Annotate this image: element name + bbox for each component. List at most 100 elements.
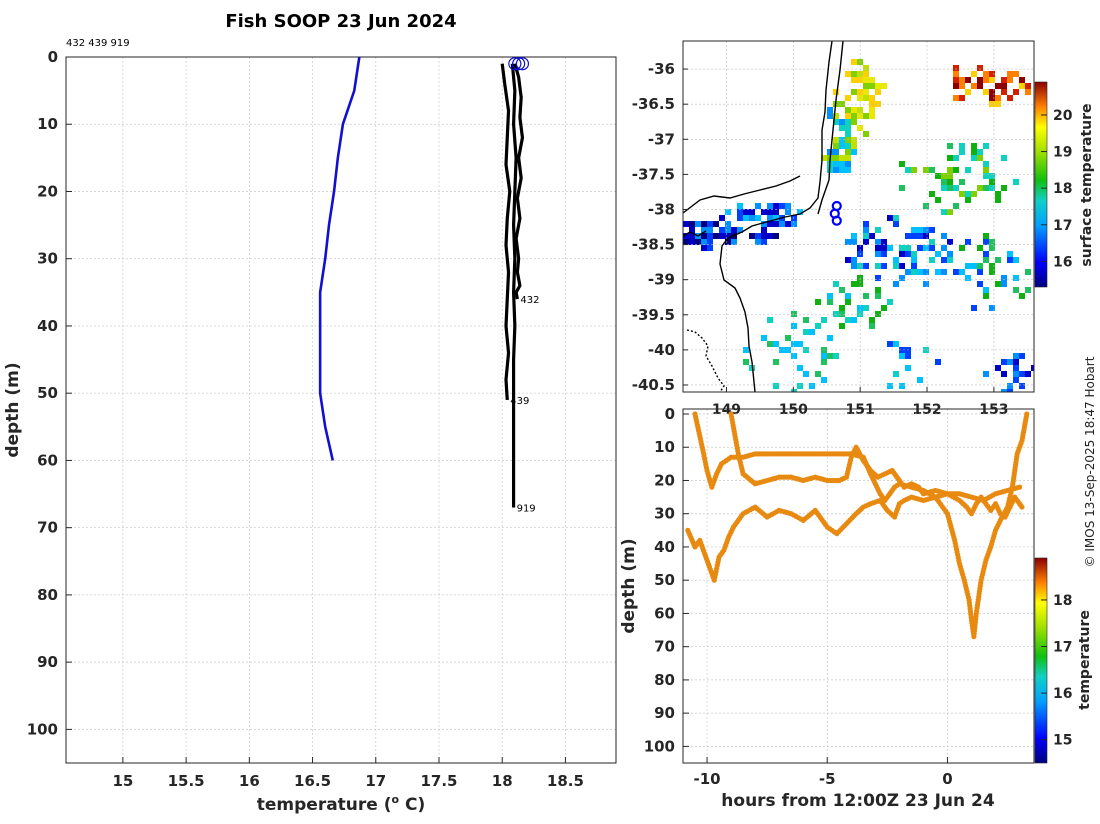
profile-label-439: 439: [510, 396, 529, 407]
sst-pixel: [821, 359, 827, 365]
sst-pixel: [1007, 383, 1013, 389]
sst-pixel: [953, 167, 959, 173]
timeseries-grid: [683, 409, 1034, 763]
profile-y-tick-label: 20: [37, 182, 58, 200]
sst-pixel: [1001, 77, 1007, 83]
coastline-gippsland: [683, 175, 801, 214]
profile-x-tick-label: 17: [365, 772, 386, 790]
sst-pixel: [833, 161, 839, 167]
sst-pixel: [893, 371, 899, 377]
sst-pixel: [959, 143, 965, 149]
sst-pixel: [725, 239, 731, 245]
sst-pixel: [965, 191, 971, 197]
sst-pixel: [827, 353, 833, 359]
sst-pixel: [965, 89, 971, 95]
sst-pixel: [1013, 287, 1019, 293]
sst-pixel: [833, 167, 839, 173]
sst-pixel: [989, 77, 995, 83]
sst-pixel: [923, 233, 929, 239]
profile-x-tick-label: 15.5: [168, 772, 205, 790]
sst-pixel: [953, 185, 959, 191]
sst-pixel: [827, 107, 833, 113]
sst-pixel: [1007, 71, 1013, 77]
sst-pixel: [989, 305, 995, 311]
profile-y-tick-label: 100: [27, 720, 58, 738]
sst-pixel: [1019, 383, 1025, 389]
sst-pixel: [899, 347, 905, 353]
copyright-credit: © IMOS 13-Sep-2025 18:47 Hobart: [1083, 356, 1097, 567]
sst-pixel: [851, 263, 857, 269]
sst-pixel: [815, 371, 821, 377]
profile-id-legend: 432 439 919: [66, 38, 130, 49]
sst-pixel: [767, 341, 773, 347]
sst-pixel: [971, 263, 977, 269]
surface-marker: [508, 57, 522, 71]
sst-pixel: [791, 215, 797, 221]
sst-pixel: [977, 155, 983, 161]
map-colorbar-tick-label: 16: [1053, 254, 1072, 270]
sst-pixel: [941, 185, 947, 191]
sst-pixel: [827, 299, 833, 305]
sst-pixel: [1013, 71, 1019, 77]
sst-pixel: [1001, 359, 1007, 365]
sst-pixel: [707, 221, 713, 227]
sst-pixel: [995, 191, 1001, 197]
coastline: [683, 41, 844, 392]
sst-pixel: [971, 149, 977, 155]
profile-y-tick-label: 60: [37, 451, 58, 469]
sst-pixel: [983, 173, 989, 179]
sst-pixel: [701, 245, 707, 251]
profile-y-tick-label: 10: [37, 115, 58, 133]
sst-pixel: [821, 155, 827, 161]
sst-pixel: [1001, 185, 1007, 191]
sst-pixel: [827, 293, 833, 299]
sst-pixel: [827, 149, 833, 155]
sst-pixel: [791, 353, 797, 359]
sst-pixel: [767, 203, 773, 209]
sst-pixel: [1007, 257, 1013, 263]
sst-pixel: [917, 269, 923, 275]
sst-pixel: [809, 329, 815, 335]
sst-pixel: [851, 149, 857, 155]
profile-line-439: [500, 63, 512, 401]
sst-pixel: [881, 263, 887, 269]
sst-pixel: [845, 107, 851, 113]
sst-pixel: [851, 137, 857, 143]
sst-pixel: [827, 113, 833, 119]
sst-pixel: [773, 209, 779, 215]
sst-pixel: [899, 251, 905, 257]
map-y-tick-label: -40: [648, 341, 675, 359]
sst-pixel: [863, 131, 869, 137]
sst-pixel: [797, 341, 803, 347]
sst-pixel: [941, 179, 947, 185]
profile-y-tick-label: 80: [37, 586, 58, 604]
map-colorbar-gradient: [1034, 81, 1048, 288]
profile-y-tick-label: 90: [37, 653, 58, 671]
sst-pixel: [851, 107, 857, 113]
surface-marker: [515, 57, 530, 71]
map-colorbar: 16 17 18 19 20 surface temperature: [1034, 81, 1095, 288]
coastline-east: [817, 41, 844, 215]
sst-pixel: [965, 197, 971, 203]
sst-pixel: [791, 221, 797, 227]
sst-pixel: [797, 365, 803, 371]
sst-pixel: [953, 83, 959, 89]
sst-pixel: [923, 245, 929, 251]
sst-pixel: [761, 233, 767, 239]
sst-pixel: [935, 269, 941, 275]
sst-pixel: [1013, 257, 1019, 263]
timeseries-x-tick-label: -10: [693, 770, 720, 788]
sst-pixel: [1007, 359, 1013, 365]
sst-pixel: [983, 185, 989, 191]
profile-x-label: temperature (o C): [257, 793, 426, 815]
timeseries-colorbar-ticks: 15 16 17 18: [1041, 593, 1072, 749]
sst-pixel: [935, 173, 941, 179]
sst-pixel: [983, 143, 989, 149]
sst-pixel: [917, 233, 923, 239]
timeseries-y-tick-label: 0: [665, 405, 675, 423]
sst-pixel: [755, 239, 761, 245]
sst-pixel: [899, 161, 905, 167]
sst-pixel: [749, 209, 755, 215]
sst-pixel: [689, 227, 695, 233]
sst-pixel: [1001, 389, 1007, 392]
